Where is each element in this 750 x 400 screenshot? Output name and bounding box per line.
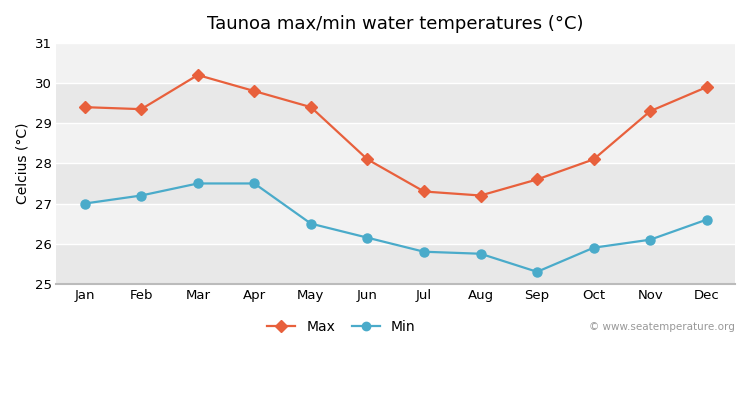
Bar [56, 204, 735, 244]
Legend: Max, Min: Max, Min [262, 314, 421, 340]
Bar [56, 244, 735, 284]
Text: © www.seatemperature.org: © www.seatemperature.org [590, 322, 735, 332]
Title: Taunoa max/min water temperatures (°C): Taunoa max/min water temperatures (°C) [208, 15, 584, 33]
Bar [56, 163, 735, 204]
Y-axis label: Celcius (°C): Celcius (°C) [15, 123, 29, 204]
Bar [56, 43, 735, 83]
Bar [56, 123, 735, 163]
Bar [56, 83, 735, 123]
